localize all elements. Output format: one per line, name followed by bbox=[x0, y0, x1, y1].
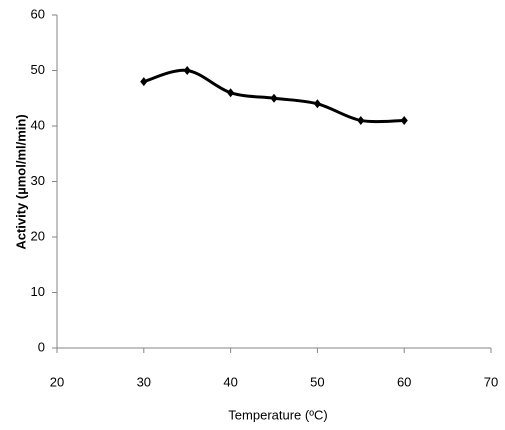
y-tick-label: 40 bbox=[31, 117, 45, 132]
x-tick-label: 40 bbox=[223, 374, 237, 389]
data-point bbox=[183, 66, 191, 75]
y-tick-label: 0 bbox=[38, 339, 45, 354]
x-tick-label: 30 bbox=[137, 374, 151, 389]
data-point bbox=[140, 77, 148, 87]
data-point bbox=[313, 99, 321, 109]
data-point bbox=[270, 93, 278, 103]
x-tick-label: 50 bbox=[310, 374, 324, 389]
y-tick-label: 30 bbox=[31, 173, 45, 188]
x-tick-label: 70 bbox=[484, 374, 498, 389]
data-point bbox=[357, 115, 365, 125]
data-point bbox=[400, 115, 408, 125]
data-point bbox=[227, 88, 235, 98]
y-tick-label: 20 bbox=[31, 228, 45, 243]
y-tick-label: 50 bbox=[31, 62, 45, 77]
y-axis-label: Activity (µmol/ml/min) bbox=[13, 114, 28, 249]
y-tick-label: 60 bbox=[31, 6, 45, 21]
y-tick-label: 10 bbox=[31, 284, 45, 299]
x-axis-label: Temperature (ºC) bbox=[228, 407, 327, 422]
x-tick-label: 20 bbox=[50, 374, 64, 389]
x-tick-label: 60 bbox=[397, 374, 411, 389]
